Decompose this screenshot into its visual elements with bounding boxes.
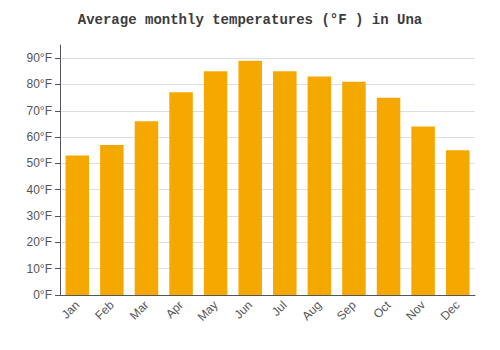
- svg-text:Sep: Sep: [334, 298, 359, 323]
- svg-text:Apr: Apr: [163, 298, 186, 321]
- svg-text:Jul: Jul: [269, 298, 290, 319]
- svg-text:40°F: 40°F: [27, 183, 52, 197]
- svg-text:May: May: [195, 298, 221, 324]
- svg-text:90°F: 90°F: [27, 51, 52, 65]
- svg-text:Nov: Nov: [403, 298, 428, 323]
- svg-text:Average monthly temperatures (: Average monthly temperatures (°F ) in Un…: [78, 12, 423, 28]
- svg-text:Oct: Oct: [370, 298, 394, 322]
- svg-text:Jan: Jan: [59, 298, 83, 322]
- svg-text:10°F: 10°F: [27, 262, 52, 276]
- svg-text:80°F: 80°F: [27, 77, 52, 91]
- svg-text:0°F: 0°F: [33, 288, 52, 302]
- svg-text:50°F: 50°F: [27, 156, 52, 170]
- svg-text:60°F: 60°F: [27, 130, 52, 144]
- svg-text:Jun: Jun: [232, 298, 256, 322]
- svg-text:30°F: 30°F: [27, 209, 52, 223]
- svg-text:Aug: Aug: [299, 298, 324, 323]
- svg-text:20°F: 20°F: [27, 235, 52, 249]
- svg-text:70°F: 70°F: [27, 104, 52, 118]
- svg-text:Mar: Mar: [127, 298, 152, 322]
- svg-text:Dec: Dec: [438, 298, 463, 323]
- svg-text:Feb: Feb: [92, 298, 117, 323]
